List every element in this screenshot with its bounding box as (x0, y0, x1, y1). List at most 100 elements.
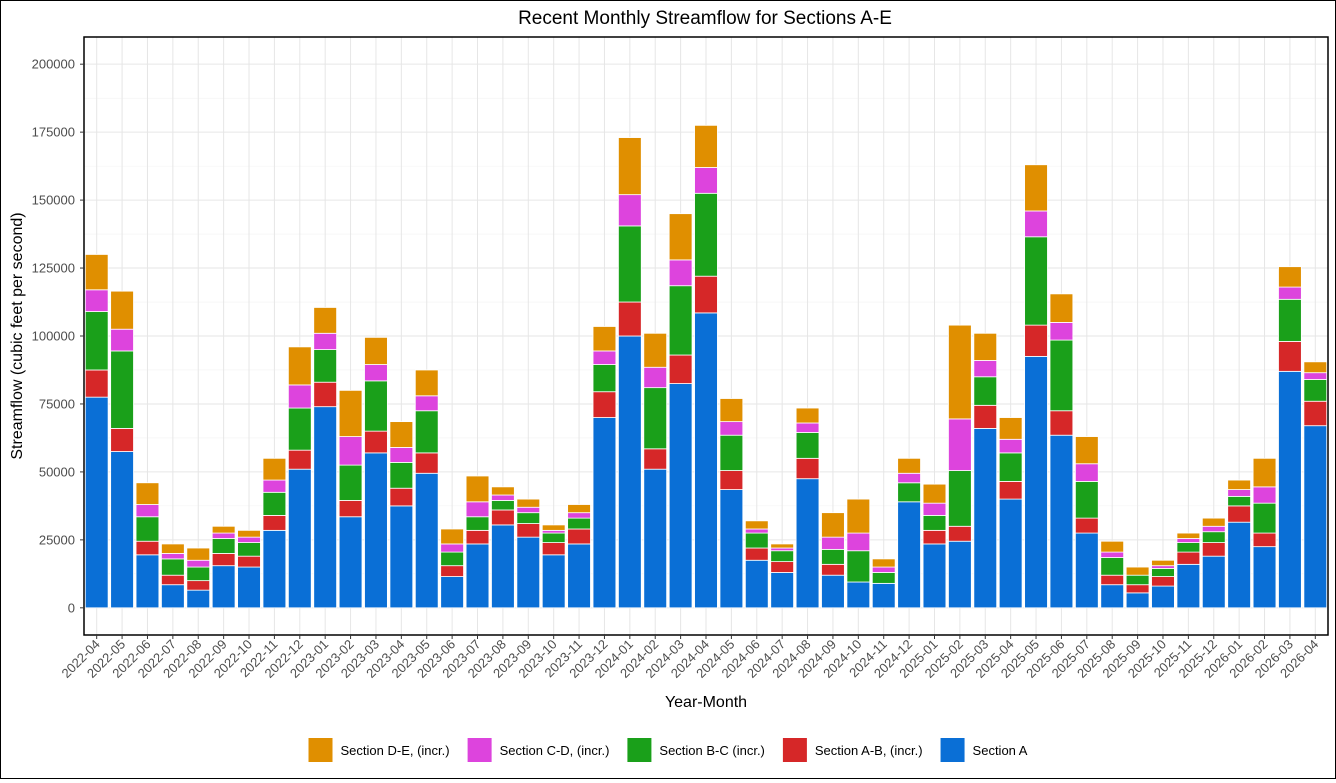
bar-segment (719, 489, 744, 609)
bar-segment (1252, 486, 1277, 504)
bar-segment (491, 509, 515, 526)
bar-segment (1024, 164, 1048, 212)
bar-segment (744, 520, 769, 530)
bar-segment (364, 336, 388, 365)
bar-segment (1151, 568, 1175, 577)
bar-segment (1100, 574, 1125, 586)
bar-segment (618, 194, 642, 227)
chart-title: Recent Monthly Streamflow for Sections A… (518, 8, 892, 29)
bar-segment (389, 447, 414, 463)
bar-segment (161, 574, 185, 586)
bar-segment (440, 551, 464, 567)
bar-segment (592, 391, 617, 418)
bar-segment (338, 500, 363, 518)
bar-segment (821, 574, 845, 609)
bar-segment (922, 483, 947, 504)
bar-segment (1227, 479, 1251, 490)
bar-segment (211, 525, 236, 534)
bar-segment (440, 576, 464, 609)
y-tick-label: 125000 (32, 261, 75, 276)
bar-segment (237, 555, 261, 568)
bar-segment (110, 290, 134, 330)
bar-segment (694, 312, 718, 609)
y-tick-label: 100000 (32, 329, 75, 344)
bar-segment (821, 548, 845, 565)
legend-label: Section A (973, 743, 1028, 758)
bar-segment (516, 506, 541, 514)
bar-segment (1074, 481, 1099, 519)
bar-segment (1252, 546, 1277, 609)
bar-segment (287, 449, 312, 470)
bar-segment (465, 516, 490, 531)
bar-segment (973, 376, 998, 406)
bar-segment (414, 410, 439, 454)
y-tick-label: 175000 (32, 125, 75, 140)
bar-segment (541, 554, 566, 609)
bar-segment (135, 504, 160, 518)
bar-segment (998, 481, 1023, 500)
bar-segment (618, 225, 642, 303)
bar-segment (795, 432, 820, 459)
bar-segment (1176, 563, 1201, 609)
bar-segment (1125, 566, 1150, 576)
legend-key (782, 738, 807, 762)
y-tick-label: 25000 (39, 532, 75, 547)
bar-segment (770, 547, 794, 552)
bar-segment (1125, 592, 1150, 609)
bar-segment (1201, 525, 1226, 533)
bar-segment (998, 417, 1023, 440)
bar-segment (389, 487, 414, 507)
legend-label: Section C-D, (incr.) (500, 743, 610, 758)
bar-segment (795, 457, 820, 480)
bar-segment (1024, 324, 1048, 357)
bar-segment (135, 482, 160, 505)
bar-segment (1125, 574, 1150, 586)
y-axis-title: Streamflow (cubic feet per second) (9, 212, 26, 459)
bar-segment (364, 380, 388, 432)
bar-segment (1176, 542, 1201, 553)
bar-segment (1303, 400, 1328, 427)
bar-segment (440, 528, 464, 545)
legend: Section D-E, (incr.) Section C-D, (incr.)… (308, 738, 1028, 762)
bar-segment (161, 543, 185, 554)
y-tick-label: 150000 (32, 193, 75, 208)
bar-segment (643, 387, 668, 450)
bar-segment (668, 259, 693, 287)
bar-segment (1049, 339, 1074, 412)
bar-segment (110, 350, 134, 429)
bar-segment (440, 565, 464, 577)
bar-segment (465, 475, 490, 503)
bar-segment (795, 422, 820, 433)
bar-segment (821, 563, 845, 576)
bar-segment (84, 369, 109, 398)
bar-segment (567, 528, 591, 545)
bar-segment (973, 360, 998, 378)
bar-segment (770, 550, 794, 563)
bar-segment (795, 407, 820, 424)
bar-segment (668, 285, 693, 356)
bar-segment (770, 572, 794, 609)
bar-segment (262, 457, 287, 481)
bar-segment (313, 381, 338, 408)
bar-segment (186, 566, 211, 582)
bar-segment (948, 324, 972, 420)
bar-segment (998, 498, 1023, 609)
bar-segment (287, 384, 312, 409)
bar-segment (1024, 210, 1048, 238)
bar-segment (567, 543, 591, 609)
bar-segment (744, 559, 769, 609)
bar-segment (1201, 542, 1226, 557)
bar-segment (719, 398, 744, 423)
legend-label: Section A-B, (incr.) (815, 743, 923, 758)
bar-segment (262, 491, 287, 516)
bar-segment (1100, 551, 1125, 558)
bar-segment (1074, 532, 1099, 609)
bar-segment (1151, 585, 1175, 609)
bar-segment (287, 468, 312, 609)
bar-segment (1278, 286, 1302, 300)
bar-segment (643, 448, 668, 470)
bar-segment (541, 542, 566, 556)
bar-segment (744, 547, 769, 561)
y-axis-ticks: 0 25000 50000 75000 100000 125000 150000 175000… (32, 57, 84, 615)
bar-segment (1176, 551, 1201, 565)
